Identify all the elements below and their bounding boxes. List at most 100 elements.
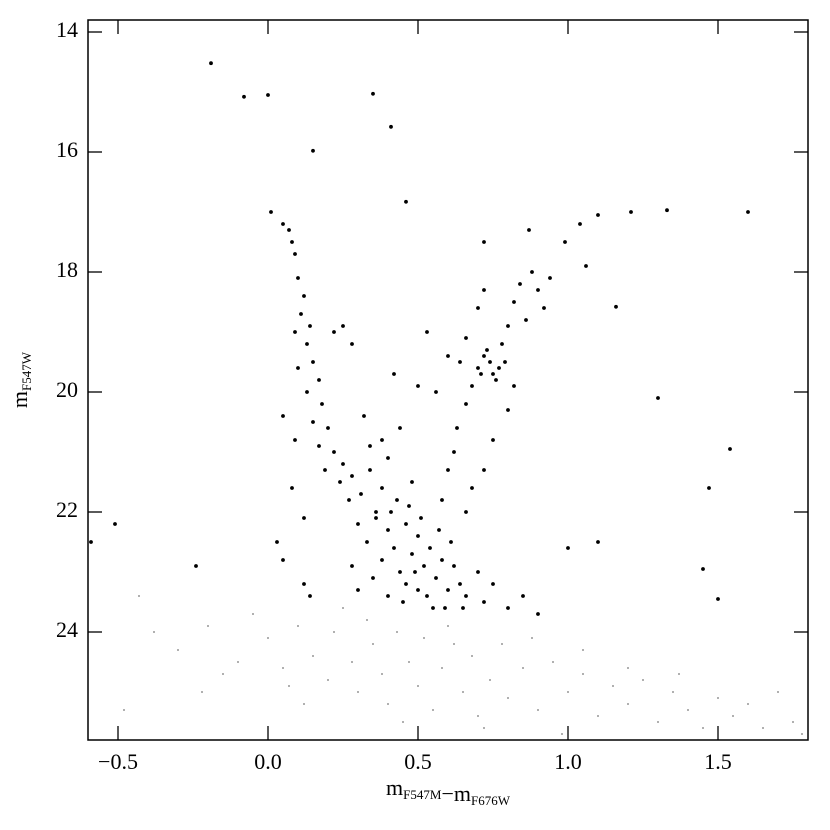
data-point xyxy=(281,414,285,418)
data-point xyxy=(177,649,179,651)
data-point xyxy=(728,447,732,451)
data-point xyxy=(372,643,374,645)
data-point xyxy=(113,522,117,526)
data-point xyxy=(494,378,498,382)
data-point xyxy=(665,208,669,213)
data-point xyxy=(297,625,299,627)
data-point xyxy=(275,540,279,544)
data-point xyxy=(500,342,504,346)
data-point xyxy=(437,528,441,532)
data-point xyxy=(408,661,410,663)
data-point xyxy=(332,450,336,454)
y-tick-label: 24 xyxy=(56,617,78,642)
data-point xyxy=(269,210,273,214)
data-point xyxy=(627,703,629,705)
data-point xyxy=(491,582,495,586)
data-point xyxy=(629,210,633,214)
data-point xyxy=(521,594,525,598)
x-axis-label-text: −m xyxy=(441,781,471,806)
data-point xyxy=(281,558,285,562)
data-point xyxy=(482,354,486,358)
data-point xyxy=(371,91,375,96)
data-point xyxy=(656,396,660,400)
y-tick-label: 22 xyxy=(56,497,78,522)
data-point xyxy=(311,360,315,364)
data-point xyxy=(476,306,480,310)
data-point xyxy=(425,330,429,334)
data-point xyxy=(453,643,455,645)
data-point xyxy=(290,486,294,490)
data-point xyxy=(374,516,378,520)
data-point xyxy=(578,222,582,226)
data-point xyxy=(287,228,291,232)
data-point xyxy=(596,213,600,217)
data-point xyxy=(350,474,354,478)
data-point xyxy=(374,510,378,514)
data-point xyxy=(434,576,438,580)
plot-frame xyxy=(87,19,809,741)
data-point xyxy=(89,540,93,544)
data-point xyxy=(299,312,303,316)
data-point xyxy=(561,733,563,735)
data-point xyxy=(462,691,464,693)
data-point xyxy=(312,655,314,657)
data-point xyxy=(506,324,510,328)
data-point xyxy=(477,715,479,717)
x-axis-label-sub: F547M xyxy=(403,787,442,802)
data-point xyxy=(350,342,354,346)
data-point xyxy=(222,673,224,675)
data-point xyxy=(485,348,489,352)
data-point xyxy=(482,600,486,604)
data-point xyxy=(563,240,567,244)
data-point xyxy=(380,558,384,562)
data-point xyxy=(290,240,294,244)
data-point xyxy=(464,402,468,406)
data-point xyxy=(476,366,480,370)
data-point xyxy=(548,276,552,280)
data-point xyxy=(380,438,384,442)
data-point xyxy=(747,703,749,705)
data-point xyxy=(777,691,779,693)
data-point xyxy=(497,366,501,370)
data-point xyxy=(351,661,353,663)
data-point xyxy=(446,354,450,358)
data-point xyxy=(293,330,297,334)
data-point xyxy=(552,661,554,663)
data-point xyxy=(612,685,614,687)
data-point xyxy=(431,606,435,610)
data-point xyxy=(432,709,434,711)
data-point xyxy=(491,438,495,442)
data-point xyxy=(293,438,297,442)
data-point xyxy=(333,631,335,633)
data-point xyxy=(357,691,359,693)
data-point xyxy=(389,510,393,514)
data-point xyxy=(296,366,300,370)
data-point xyxy=(716,597,720,601)
data-point xyxy=(386,528,390,532)
data-point xyxy=(341,462,345,466)
data-point xyxy=(338,480,342,484)
data-point xyxy=(410,552,414,556)
x-tick-label: 1.0 xyxy=(554,749,582,774)
data-point xyxy=(398,426,402,430)
data-point xyxy=(311,148,315,153)
x-tick-label: 0.5 xyxy=(404,749,432,774)
data-point xyxy=(416,384,420,388)
data-point xyxy=(702,727,704,729)
data-point xyxy=(252,613,254,615)
data-point xyxy=(416,534,420,538)
data-point xyxy=(440,498,444,502)
data-point xyxy=(536,288,540,292)
data-point xyxy=(302,294,306,298)
data-point xyxy=(368,444,372,448)
data-point xyxy=(317,378,321,382)
data-point xyxy=(531,637,533,639)
data-point xyxy=(332,330,336,334)
y-tick-label: 14 xyxy=(56,17,78,42)
data-point xyxy=(308,594,312,598)
y-tick-label: 16 xyxy=(56,137,78,162)
data-point xyxy=(267,637,269,639)
data-point xyxy=(362,414,366,418)
data-point xyxy=(461,606,465,610)
x-axis-label-sub: F676W xyxy=(471,793,511,808)
